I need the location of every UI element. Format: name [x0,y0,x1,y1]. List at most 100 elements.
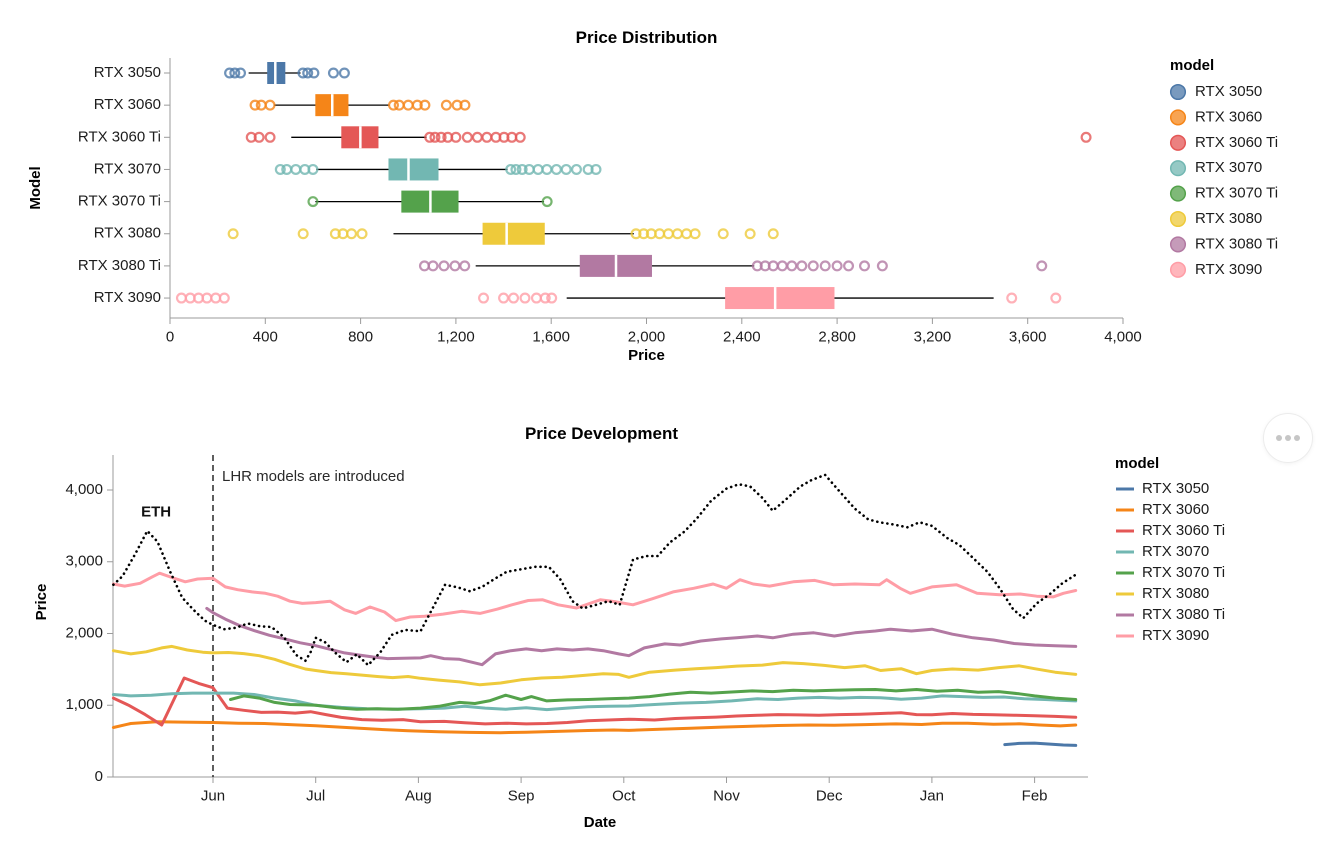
outlier-point [346,228,358,240]
line-series-rtx-3080-ti [205,606,1078,667]
outlier-point [229,67,241,79]
y-tick-label: RTX 3080 [94,225,161,242]
x-tick-label: 2,800 [818,328,856,345]
x-tick-label: 1,200 [437,328,475,345]
legend-item-rtx-3070[interactable]: RTX 3070 [1116,543,1209,560]
outlier-point [440,99,452,111]
legend-item-rtx-3070[interactable]: RTX 3070 [1169,159,1263,177]
legend-label: RTX 3070 Ti [1195,185,1278,202]
legend-item-rtx-3090[interactable]: RTX 3090 [1169,261,1263,278]
line-series-rtx-3070-ti [229,688,1078,711]
outlier-point [227,228,239,240]
outlier-point [307,196,319,208]
legend-label: RTX 3050 [1195,83,1262,100]
boxplot-rtx-3090 [175,287,1062,310]
outlier-point [831,260,843,272]
outlier-point [744,228,756,240]
outlier-point [302,67,314,79]
outlier-point [253,131,265,143]
x-axis-price: 0 400 800 1,200 1,600 2,000 2,400 2,800 3,200 3,6… [166,318,1142,345]
x-axis-title: Price [628,347,665,364]
x-tick-label: Jan [920,787,944,804]
x-tick-label: 0 [166,328,174,345]
y-tick-label: RTX 3070 Ti [78,193,161,210]
legend-swatch-icon [1169,109,1187,126]
outlier-point [429,131,441,143]
lhr-annotation: LHR models are introduced [222,468,405,485]
boxplot-rtx-3060-ti [245,126,1092,149]
legend-swatch-icon [1169,160,1187,177]
outlier-point [461,131,473,143]
outlier-point [843,260,855,272]
legend-label: RTX 3060 [1142,501,1209,518]
outlier-point [308,67,320,79]
legend-item-rtx-3080[interactable]: RTX 3080 [1116,585,1209,602]
line-series-rtx-3080 [111,644,1078,687]
box [725,287,835,310]
outlier-point [218,292,230,304]
legend-label: RTX 3060 Ti [1142,522,1225,539]
outlier-point [1036,260,1048,272]
outlier-point [356,228,368,240]
outlier-point [550,163,562,175]
outlier-point [481,131,493,143]
y-tick-label: 1,000 [65,696,103,713]
outlier-point [290,163,302,175]
ellipsis-icon [1294,435,1300,441]
outlier-point [264,131,276,143]
legend-item-rtx-3050[interactable]: RTX 3050 [1169,83,1263,101]
outlier-point [329,228,341,240]
y-axis-model: RTX 3050 RTX 3060 RTX 3060 Ti RTX 3070 RTX 3… [78,64,170,306]
outlier-point [449,260,461,272]
outlier-point [459,99,471,111]
x-tick-label: Aug [405,787,432,804]
legend-swatch-icon [1169,261,1187,278]
box [482,222,545,245]
outlier-point [541,196,553,208]
ellipsis-icon [1285,435,1291,441]
outlier-point [402,99,414,111]
legend-label: RTX 3050 [1142,480,1209,497]
x-tick-label: 400 [253,328,278,345]
outlier-point [510,163,522,175]
legend-item-rtx-3060-ti[interactable]: RTX 3060 Ti [1116,522,1225,539]
outlier-point [570,163,582,175]
legend-item-rtx-3060[interactable]: RTX 3060 [1169,108,1263,126]
x-tick-label: 800 [348,328,373,345]
x-axis-date: Jun Jul Aug Sep Oct Nov Dec Jan Feb [201,777,1048,804]
chart-actions-button[interactable] [1263,413,1313,463]
legend-item-rtx-3060-ti[interactable]: RTX 3060 Ti [1169,134,1278,151]
legend-label: RTX 3080 [1195,210,1262,227]
legend-item-rtx-3080-ti[interactable]: RTX 3080 Ti [1169,235,1278,253]
legend-label: RTX 3090 [1142,627,1209,644]
legend-item-rtx-3080-ti[interactable]: RTX 3080 Ti [1116,606,1225,623]
line-series-rtx-3090 [111,571,1078,623]
legend-item-rtx-3090[interactable]: RTX 3090 [1116,627,1209,644]
legend-swatch-icon [1169,83,1187,101]
legend-item-rtx-3080[interactable]: RTX 3080 [1169,210,1263,228]
outlier-point [876,260,888,272]
x-tick-label: 3,200 [914,328,952,345]
y-axis-title: Model [27,166,44,209]
x-tick-label: Oct [612,787,636,804]
legend-item-rtx-3070-ti[interactable]: RTX 3070 Ti [1116,564,1225,581]
line-series-eth [112,473,1077,667]
legend-label: RTX 3080 Ti [1142,606,1225,623]
outlier-point [638,228,650,240]
outlier-point [530,292,542,304]
legend-item-rtx-3060[interactable]: RTX 3060 [1116,501,1209,518]
outlier-point [249,99,261,111]
y-tick-label: RTX 3090 [94,289,161,306]
legend-label: RTX 3070 [1195,159,1262,176]
legend-swatch-icon [1169,185,1187,202]
legend-item-rtx-3050[interactable]: RTX 3050 [1116,480,1209,497]
legend-label: RTX 3070 Ti [1142,564,1225,581]
outlier-point [450,131,462,143]
box [388,158,439,181]
outlier-point [1006,292,1018,304]
legend-label: RTX 3060 Ti [1195,134,1278,151]
x-tick-label: Nov [713,787,740,804]
legend-item-rtx-3070-ti[interactable]: RTX 3070 Ti [1169,185,1278,202]
legend-label: RTX 3060 [1195,108,1262,125]
